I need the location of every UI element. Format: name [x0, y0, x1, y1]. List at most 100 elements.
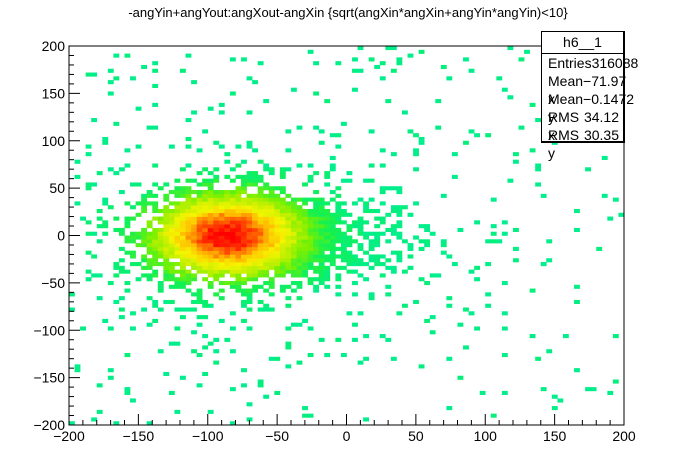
heatmap-cell — [191, 330, 197, 335]
heatmap-cell — [207, 224, 214, 229]
x-tick-label: 100 — [474, 428, 498, 444]
heatmap-cell — [235, 163, 242, 168]
heatmap-cell — [257, 239, 264, 244]
heatmap-cell — [180, 269, 186, 274]
heatmap-cell — [152, 193, 159, 198]
heatmap-cell — [207, 212, 214, 217]
heatmap-cell — [313, 235, 320, 240]
heatmap-cell — [191, 231, 197, 236]
heatmap-cell — [91, 273, 98, 278]
heatmap-cell — [407, 243, 414, 248]
heatmap-cell — [285, 258, 292, 263]
heatmap-cell — [313, 258, 320, 263]
heatmap-cell — [185, 224, 192, 229]
heatmap-cell — [218, 224, 225, 229]
heatmap-cell — [185, 231, 192, 236]
heatmap-cell — [235, 224, 242, 229]
heatmap-cell — [340, 258, 347, 263]
heatmap-cell — [229, 208, 236, 214]
heatmap-cell — [402, 110, 408, 115]
heatmap-cell — [313, 288, 320, 293]
heatmap-cell — [374, 239, 381, 244]
heatmap-cell — [118, 315, 125, 320]
x-axis: −200 −150 −100 −50 0 50 100 150 200 — [53, 414, 636, 444]
heatmap-cell — [435, 125, 442, 130]
heatmap-cell — [268, 227, 275, 233]
heatmap-cell — [424, 224, 431, 229]
heatmap-cell — [241, 197, 247, 202]
heatmap-cell — [252, 231, 258, 236]
heatmap-cell — [141, 201, 147, 206]
heatmap-cell — [218, 201, 225, 206]
heatmap-cell — [246, 224, 253, 229]
heatmap-cell — [457, 375, 464, 380]
heatmap-cell — [291, 246, 297, 251]
x-tick-label: 150 — [543, 428, 567, 444]
heatmap-cell — [396, 208, 403, 214]
heatmap-cell — [213, 262, 220, 267]
heatmap-cell — [180, 216, 186, 221]
heatmap-cell — [229, 246, 236, 251]
heatmap-cell — [224, 208, 231, 214]
heatmap-cell — [246, 307, 253, 312]
heatmap-cell — [135, 182, 142, 187]
heatmap-cell — [346, 311, 353, 316]
heatmap-cell — [302, 231, 308, 236]
heatmap-cell — [418, 136, 425, 142]
heatmap-cell — [213, 246, 220, 251]
heatmap-cell — [307, 216, 314, 221]
heatmap-cell — [218, 288, 225, 293]
y-tick-label: −50 — [41, 275, 65, 291]
heatmap-cell — [313, 190, 320, 195]
heatmap-cell — [274, 254, 281, 259]
heatmap-cell — [363, 277, 369, 282]
heatmap-cell — [224, 231, 231, 236]
heatmap-cell — [285, 193, 292, 198]
heatmap-cell — [241, 186, 247, 191]
heatmap-cell — [318, 254, 325, 259]
heatmap-cell — [268, 280, 275, 286]
heatmap-cell — [318, 208, 325, 214]
heatmap-cell — [207, 231, 214, 236]
heatmap-cell — [257, 227, 264, 233]
heatmap-cell — [191, 197, 197, 202]
heatmap-cell — [124, 352, 131, 358]
heatmap-cell — [263, 394, 270, 399]
heatmap-cell — [207, 197, 214, 202]
heatmap-cell — [385, 46, 392, 51]
heatmap-cell — [113, 262, 120, 267]
heatmap-cell — [185, 197, 192, 202]
heatmap-cell — [191, 262, 197, 267]
x-tick-label: 0 — [343, 428, 351, 444]
heatmap-cell — [363, 205, 369, 210]
heatmap-cell — [146, 296, 153, 301]
heatmap-cell — [329, 190, 336, 195]
heatmap-cell — [313, 197, 320, 202]
heatmap-cell — [263, 273, 270, 278]
heatmap-cell — [185, 277, 192, 282]
heatmap-cell — [135, 231, 142, 236]
heatmap-cell — [551, 394, 558, 399]
heatmap-cell — [130, 311, 136, 316]
heatmap-cell — [346, 258, 353, 263]
heatmap-cell — [191, 258, 197, 263]
heatmap-cell — [96, 273, 103, 278]
heatmap-cell — [352, 292, 358, 297]
heatmap-cell — [157, 262, 164, 267]
heatmap-cell — [185, 144, 192, 149]
heatmap-cell — [285, 326, 292, 331]
heatmap-cell — [329, 197, 336, 202]
heatmap-cell — [501, 280, 508, 286]
heatmap-cell — [313, 246, 320, 251]
heatmap-cell — [274, 273, 281, 278]
heatmap-cell — [291, 227, 297, 233]
heatmap-cell — [213, 273, 220, 278]
heatmap-cell — [130, 182, 136, 187]
heatmap-cell — [413, 235, 419, 240]
heatmap-cell — [291, 239, 297, 244]
heatmap-cell — [246, 250, 253, 255]
heatmap-cell — [413, 152, 419, 157]
heatmap-cell — [396, 212, 403, 217]
heatmap-cell — [241, 174, 247, 179]
heatmap-cell — [135, 243, 142, 248]
